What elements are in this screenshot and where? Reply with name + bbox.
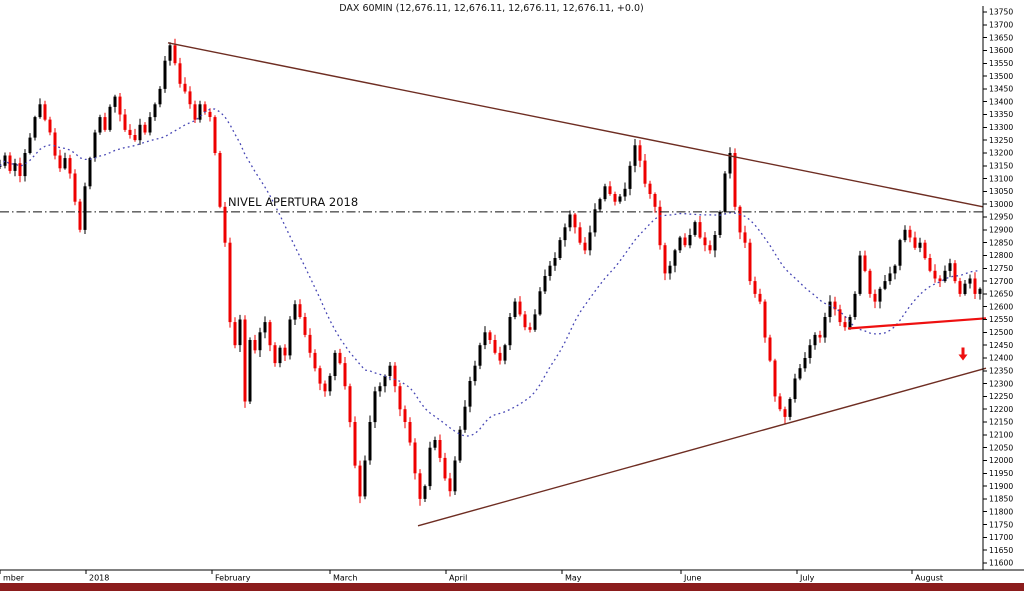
y-axis: 13750 13700 13650 13600 13550 13500 13450 13400… [982, 6, 1013, 570]
upper-trendline[interactable] [167, 42, 984, 208]
svg-text:13150: 13150 [989, 162, 1013, 171]
svg-text:February: February [215, 574, 251, 583]
bottom-bar [0, 583, 1024, 591]
svg-text:12000: 12000 [989, 456, 1013, 465]
svg-text:13250: 13250 [989, 136, 1013, 145]
support-line[interactable] [847, 317, 987, 330]
svg-text:12300: 12300 [989, 379, 1013, 388]
svg-text:11950: 11950 [989, 469, 1013, 478]
candles [0, 38, 982, 506]
svg-text:12850: 12850 [989, 238, 1013, 247]
svg-text:13400: 13400 [989, 97, 1013, 106]
x-axis: mber 2018 February March April May June July Aug… [0, 569, 1024, 583]
svg-text:12600: 12600 [989, 302, 1013, 311]
svg-text:13050: 13050 [989, 187, 1013, 196]
svg-text:13600: 13600 [989, 46, 1013, 55]
svg-text:12350: 12350 [989, 367, 1013, 376]
svg-text:11800: 11800 [989, 507, 1013, 516]
svg-text:12950: 12950 [989, 213, 1013, 222]
svg-text:13200: 13200 [989, 149, 1013, 158]
svg-text:May: May [565, 574, 582, 583]
svg-text:11750: 11750 [989, 520, 1013, 529]
svg-text:12050: 12050 [989, 443, 1013, 452]
svg-text:13650: 13650 [989, 33, 1013, 42]
lower-trendline[interactable] [417, 367, 987, 527]
chart-title: DAX 60MIN (12,676.11, 12,676.11, 12,676.… [339, 3, 644, 14]
svg-text:11850: 11850 [989, 495, 1013, 504]
svg-text:12700: 12700 [989, 277, 1013, 286]
svg-text:mber: mber [3, 574, 25, 583]
svg-text:13350: 13350 [989, 110, 1013, 119]
svg-text:12400: 12400 [989, 354, 1013, 363]
svg-text:12200: 12200 [989, 405, 1013, 414]
svg-text:11900: 11900 [989, 482, 1013, 491]
svg-text:12900: 12900 [989, 226, 1013, 235]
svg-text:12750: 12750 [989, 264, 1013, 273]
svg-text:13750: 13750 [989, 8, 1013, 17]
svg-text:13300: 13300 [989, 123, 1013, 132]
svg-text:August: August [915, 574, 943, 583]
svg-text:March: March [333, 574, 357, 583]
svg-text:12650: 12650 [989, 290, 1013, 299]
svg-text:13100: 13100 [989, 174, 1013, 183]
svg-text:11700: 11700 [989, 533, 1013, 542]
svg-text:2018: 2018 [89, 574, 109, 583]
svg-text:12450: 12450 [989, 341, 1013, 350]
svg-text:June: June [683, 574, 702, 583]
svg-text:12500: 12500 [989, 328, 1013, 337]
svg-text:13000: 13000 [989, 200, 1013, 209]
svg-text:13450: 13450 [989, 85, 1013, 94]
svg-text:13500: 13500 [989, 72, 1013, 81]
svg-text:April: April [449, 574, 467, 583]
svg-text:11650: 11650 [989, 546, 1013, 555]
moving-average-line [0, 108, 981, 437]
svg-text:12250: 12250 [989, 392, 1013, 401]
nivel-apertura-label: NIVEL APERTURA 2018 [228, 195, 358, 209]
svg-text:12550: 12550 [989, 315, 1013, 324]
svg-text:July: July [799, 574, 815, 583]
svg-text:12800: 12800 [989, 251, 1013, 260]
svg-text:13700: 13700 [989, 21, 1013, 30]
down-arrow-icon [958, 347, 968, 361]
svg-text:12100: 12100 [989, 431, 1013, 440]
svg-text:11600: 11600 [989, 559, 1013, 568]
svg-text:12150: 12150 [989, 418, 1013, 427]
svg-text:13550: 13550 [989, 59, 1013, 68]
